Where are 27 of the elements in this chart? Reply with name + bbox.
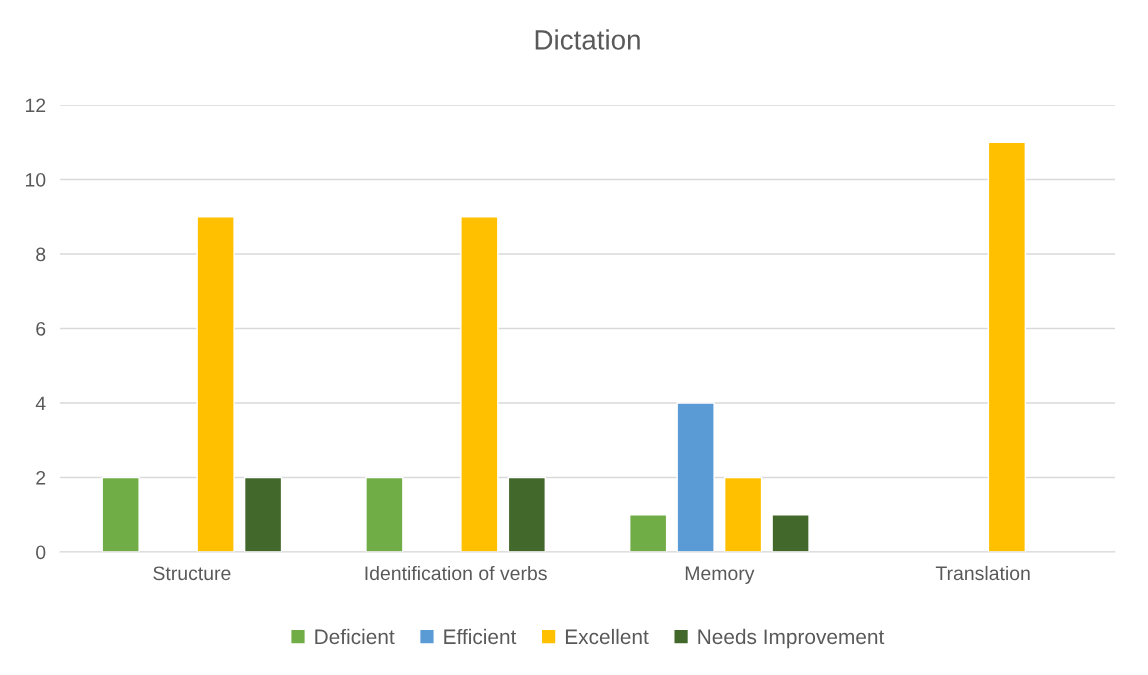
legend-label: Efficient bbox=[444, 628, 517, 645]
bar bbox=[460, 216, 499, 552]
chart-title: Dictation bbox=[535, 29, 640, 50]
bar bbox=[629, 514, 668, 552]
legend-label: Needs Improvement bbox=[698, 628, 885, 649]
bar bbox=[987, 141, 1027, 552]
y-tick-label: 10 bbox=[25, 172, 46, 187]
y-tick-label: 6 bbox=[36, 321, 46, 336]
y-tick-label: 2 bbox=[36, 470, 46, 485]
x-tick-label: Structure bbox=[153, 566, 231, 581]
legend-label: Deficient bbox=[315, 628, 395, 645]
bar bbox=[101, 476, 140, 552]
legend-label: Excellent bbox=[565, 628, 649, 645]
bar bbox=[196, 216, 235, 552]
bar bbox=[676, 402, 715, 552]
x-tick-label: Translation bbox=[935, 565, 1030, 581]
bar bbox=[507, 476, 546, 552]
y-tick-label: 8 bbox=[36, 247, 46, 262]
y-tick-label: 12 bbox=[25, 98, 46, 113]
x-tick-label: Memory bbox=[685, 566, 755, 585]
bar bbox=[771, 514, 810, 552]
bar bbox=[243, 476, 283, 552]
y-tick-label: 4 bbox=[35, 396, 46, 411]
y-tick-label: 0 bbox=[36, 545, 46, 560]
x-tick-label: Identification of verbs bbox=[365, 565, 547, 581]
bar bbox=[365, 476, 404, 552]
bar bbox=[723, 476, 763, 552]
